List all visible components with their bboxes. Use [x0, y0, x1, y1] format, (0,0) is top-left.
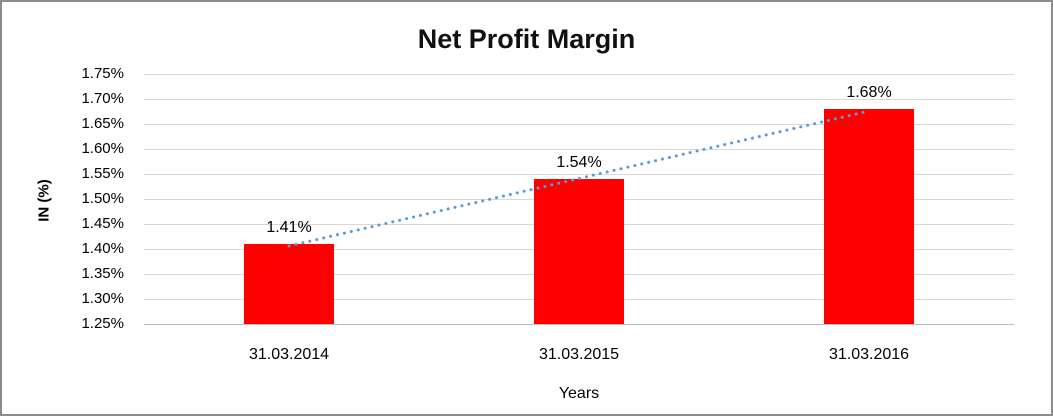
data-label: 1.41%: [266, 219, 312, 236]
data-label: 1.54%: [556, 154, 602, 171]
gridline: [144, 323, 1014, 325]
bar-31.03.2016: [824, 109, 914, 324]
y-tick-label: 1.65%: [81, 115, 124, 132]
gridline: [144, 73, 1014, 75]
y-tick-label: 1.70%: [81, 90, 124, 107]
y-tick-label: 1.25%: [81, 315, 124, 332]
data-label: 1.68%: [846, 84, 892, 101]
y-tick-label: 1.75%: [81, 65, 124, 82]
y-tick-label: 1.55%: [81, 165, 124, 182]
y-tick-label: 1.35%: [81, 265, 124, 282]
y-tick-label: 1.50%: [81, 190, 124, 207]
chart-title: Net Profit Margin: [417, 24, 636, 54]
x-axis-title: Years: [558, 385, 600, 402]
y-tick-label: 1.30%: [81, 290, 124, 307]
y-tick-label: 1.60%: [81, 140, 124, 157]
y-tick-label: 1.40%: [81, 240, 124, 257]
x-tick-label: 31.03.2016: [828, 346, 910, 363]
x-tick-label: 31.03.2014: [248, 346, 330, 363]
x-tick-label: 31.03.2015: [538, 346, 620, 363]
y-tick-label: 1.45%: [81, 215, 124, 232]
gridline: [144, 98, 1014, 100]
bar-31.03.2014: [244, 244, 334, 324]
bar-31.03.2015: [534, 179, 624, 324]
